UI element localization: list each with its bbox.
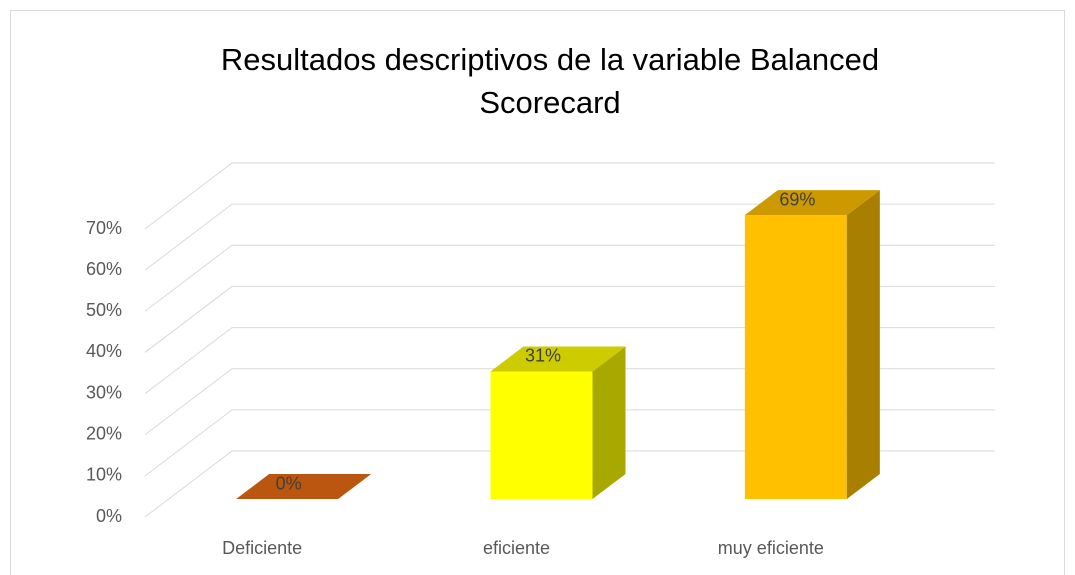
value-label: 0% [276, 473, 302, 493]
y-tick-label: 10% [86, 465, 122, 485]
bar-top [744, 190, 880, 216]
y-tick-label: 30% [86, 382, 122, 402]
bar-side [592, 346, 626, 499]
y-tick-label: 20% [86, 423, 122, 443]
grid-line [144, 450, 995, 518]
bar-front [744, 215, 847, 499]
y-tick-label: 70% [86, 218, 122, 238]
bar-top [490, 346, 626, 372]
grid-line [144, 409, 995, 477]
grid-line [144, 244, 995, 312]
x-tick-label: muy eficiente [718, 538, 824, 558]
bar-top [236, 474, 372, 499]
y-tick-label: 50% [86, 300, 122, 320]
y-tick-label: 0% [96, 506, 122, 526]
grid-line [144, 203, 995, 271]
x-tick-label: eficiente [483, 538, 550, 558]
y-tick-label: 60% [86, 259, 122, 279]
bar-side [846, 190, 880, 499]
y-tick-label: 40% [86, 341, 122, 361]
grid-line [144, 368, 995, 436]
x-tick-label: Deficiente [222, 538, 302, 558]
bar [490, 346, 626, 499]
bar-front [490, 371, 593, 499]
value-label: 31% [525, 346, 561, 366]
bar [744, 190, 880, 499]
chart-frame [10, 10, 1065, 575]
grid-line [144, 327, 995, 394]
value-label: 69% [779, 189, 815, 209]
bar [236, 474, 372, 499]
chart-title: Resultados descriptivos de la variable B… [220, 42, 880, 120]
grid-line [144, 285, 995, 353]
grid-line [144, 162, 995, 230]
